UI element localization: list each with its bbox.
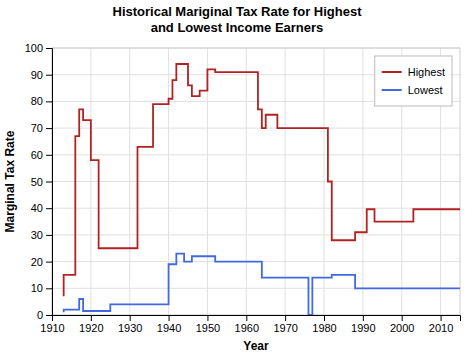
- legend: Highest Lowest: [375, 56, 452, 106]
- tick-mark: [324, 315, 325, 321]
- grid-line: [52, 234, 460, 235]
- tick-mark: [207, 315, 208, 321]
- plot: 1910192019301940195019601970198019902000…: [25, 42, 461, 334]
- tick-label: 1930: [118, 322, 142, 334]
- legend-item: Lowest: [382, 84, 443, 96]
- tick: 1990: [351, 315, 375, 334]
- tick-label: 0: [37, 309, 43, 321]
- tick-mark: [46, 75, 52, 76]
- tick-mark: [46, 155, 52, 156]
- tick-mark: [46, 262, 52, 263]
- tick-label: 20: [31, 256, 43, 268]
- tick-label: 2000: [390, 322, 414, 334]
- title: Historical Mariginal Tax Rate for Highes…: [113, 4, 363, 35]
- tick-label: 1910: [40, 322, 64, 334]
- tick: 90: [31, 69, 52, 81]
- tick-mark: [46, 315, 52, 316]
- tick-label: 1960: [235, 322, 259, 334]
- y-axis-title: Marginal Tax Rate: [3, 130, 17, 232]
- tick-label: 40: [31, 202, 43, 214]
- tick-label: 100: [25, 42, 43, 54]
- legend-label: Lowest: [408, 84, 443, 96]
- legend-label: Highest: [408, 66, 445, 78]
- tick: 1960: [235, 315, 259, 334]
- tick-label: 90: [31, 69, 43, 81]
- tick-mark: [246, 315, 247, 321]
- tick-mark: [130, 315, 131, 321]
- grid-line: [52, 181, 460, 182]
- grid: [52, 48, 460, 315]
- tick-mark: [169, 315, 170, 321]
- tick: 1930: [118, 315, 142, 334]
- tick-mark: [363, 315, 364, 321]
- tick-label: 2010: [429, 322, 453, 334]
- tick-mark: [402, 315, 403, 321]
- tick-mark: [46, 235, 52, 236]
- tick-label: 1950: [196, 322, 220, 334]
- tick: 1950: [196, 315, 220, 334]
- grid-line: [52, 208, 460, 209]
- tick-label: 50: [31, 176, 43, 188]
- y-axis: 0 10 20 30 40 50 60 70 80 90 100: [25, 42, 53, 321]
- tick: 2010: [429, 315, 453, 334]
- legend-item: Highest: [382, 66, 445, 78]
- tick-mark: [46, 128, 52, 129]
- grid-line: [52, 154, 460, 155]
- legend-box: [375, 56, 452, 106]
- tick-label: 30: [31, 229, 43, 241]
- tick: 80: [31, 95, 52, 107]
- tick: 60: [31, 149, 52, 161]
- tick: 1920: [79, 315, 103, 334]
- axis-line: [53, 316, 461, 322]
- tick-mark: [46, 48, 52, 49]
- tick: 30: [31, 229, 52, 241]
- axis-line: [46, 49, 53, 316]
- tick-mark: [441, 315, 442, 321]
- tick: 1980: [312, 315, 336, 334]
- legend-swatch: [382, 71, 402, 73]
- tick-label: 1980: [312, 322, 336, 334]
- tick-label: 1920: [79, 322, 103, 334]
- tick-mark: [46, 288, 52, 289]
- tick-label: 1970: [273, 322, 297, 334]
- tick: 50: [31, 176, 52, 188]
- tick: 100: [25, 42, 52, 54]
- tick-mark: [46, 208, 52, 209]
- tick: 2000: [390, 315, 414, 334]
- legend-swatch: [382, 89, 402, 91]
- tick-label: 60: [31, 149, 43, 161]
- tick: 70: [31, 122, 52, 134]
- tick-label: 1940: [157, 322, 181, 334]
- tick: 10: [31, 282, 52, 294]
- tick-label: 10: [31, 282, 43, 294]
- tick-mark: [91, 315, 92, 321]
- tick: 0: [37, 309, 52, 321]
- series-line: [64, 254, 460, 315]
- grid-line: [52, 128, 460, 129]
- tick: 20: [31, 256, 52, 268]
- plot-frame: [52, 48, 460, 315]
- tick-mark: [46, 182, 52, 183]
- tick-label: 1990: [351, 322, 375, 334]
- tick-label: 70: [31, 122, 43, 134]
- tick: 40: [31, 202, 52, 214]
- tick: 1970: [273, 315, 297, 334]
- chart: 1910192019301940195019601970198019902000…: [0, 0, 474, 355]
- tick-mark: [46, 101, 52, 102]
- tick: 1940: [157, 315, 181, 334]
- tick-mark: [285, 315, 286, 321]
- tick: 1910: [40, 315, 64, 334]
- x-axis-title: Year: [243, 339, 269, 353]
- x-axis: 1910 1920 1930 1940 1950 1960 1970 1980 1990 2000…: [40, 315, 460, 334]
- tick-label: 80: [31, 95, 43, 107]
